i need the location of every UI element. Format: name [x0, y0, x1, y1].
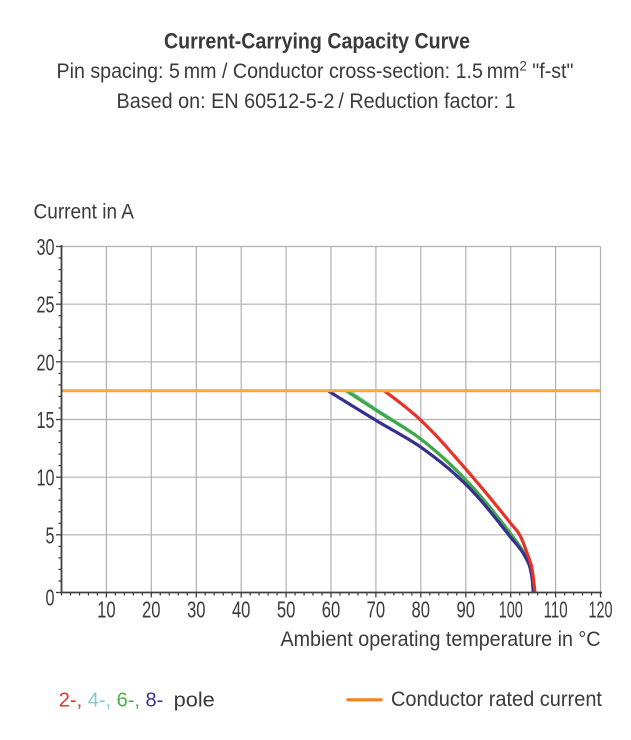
svg-text:70: 70 — [367, 596, 386, 622]
svg-text:90: 90 — [457, 596, 476, 622]
svg-text:15: 15 — [37, 407, 55, 433]
svg-text:Pin spacing: 5 mm / Conductor: Pin spacing: 5 mm / Conductor cross-sect… — [57, 58, 574, 84]
svg-text:10: 10 — [37, 465, 55, 491]
svg-text:60: 60 — [322, 596, 341, 622]
svg-text:40: 40 — [232, 596, 251, 622]
svg-text:Current in A: Current in A — [34, 201, 135, 224]
svg-text:25: 25 — [37, 292, 55, 318]
svg-text:120: 120 — [589, 596, 613, 622]
svg-text:pole: pole — [174, 689, 215, 711]
svg-text:110: 110 — [544, 596, 568, 622]
svg-text:Ambient operating temperature: Ambient operating temperature in °C — [281, 628, 601, 651]
svg-text:10: 10 — [97, 596, 116, 622]
svg-text:0: 0 — [46, 585, 55, 611]
svg-text:5: 5 — [46, 522, 55, 548]
svg-text:2-, 4-, 6-, 8-: 2-, 4-, 6-, 8- — [59, 689, 164, 711]
svg-text:80: 80 — [412, 596, 431, 622]
svg-text:20: 20 — [37, 349, 55, 375]
svg-text:100: 100 — [499, 596, 523, 622]
svg-text:20: 20 — [142, 596, 161, 622]
svg-text:Current-Carrying Capacity Curv: Current-Carrying Capacity Curve — [164, 28, 470, 53]
svg-text:30: 30 — [187, 596, 206, 622]
svg-text:50: 50 — [277, 596, 296, 622]
svg-text:30: 30 — [37, 234, 55, 260]
svg-text:Conductor rated current: Conductor rated current — [391, 688, 602, 711]
svg-text:Based on: EN 60512-5-2 / Reduc: Based on: EN 60512-5-2 / Reduction facto… — [117, 90, 516, 113]
